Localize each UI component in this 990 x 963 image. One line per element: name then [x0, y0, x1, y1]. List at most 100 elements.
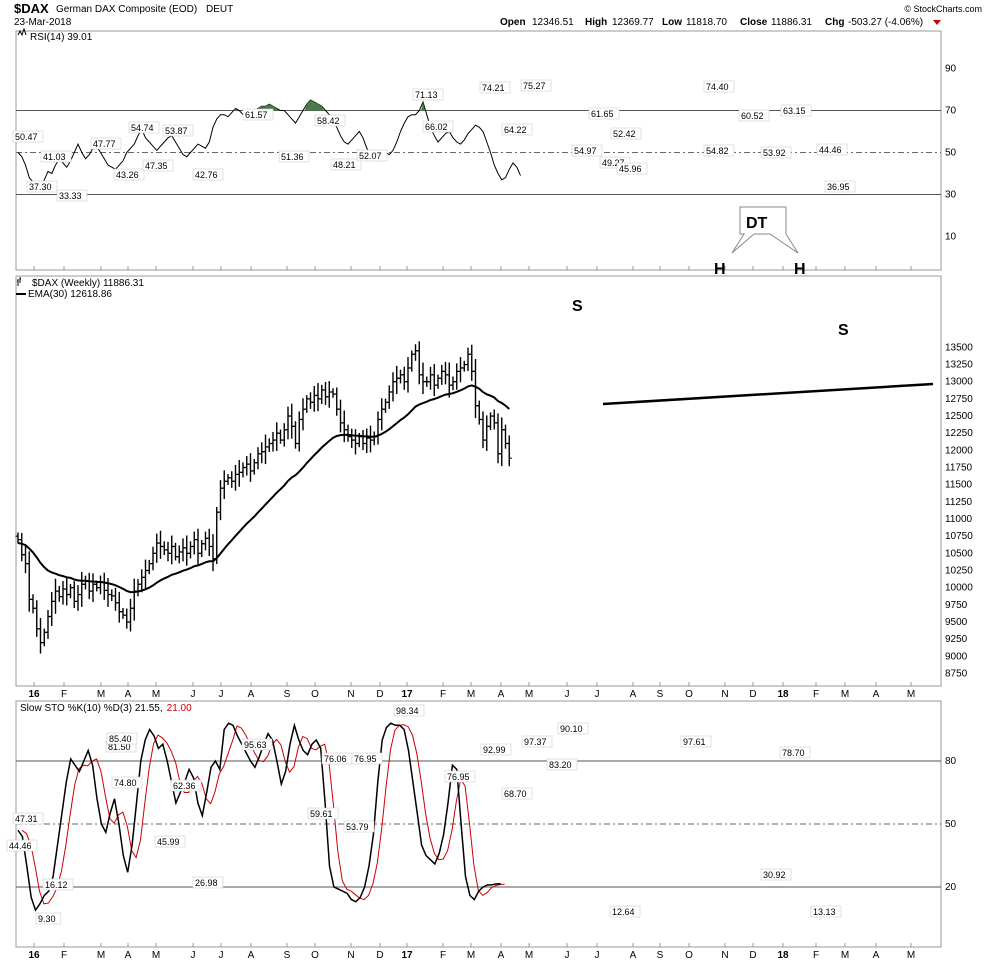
- rsi-value-label-bg: [780, 104, 812, 117]
- price-tick-label: 10250: [945, 566, 973, 577]
- stoch-x-axis-label: O: [685, 950, 693, 961]
- rsi-value-text: 64.22: [504, 125, 527, 135]
- stoch-value-label: 90.10: [557, 722, 589, 735]
- price-tick-label: 11500: [945, 480, 973, 491]
- stoch-x-axis-label: S: [284, 950, 291, 961]
- price-tick-label: 9000: [945, 651, 968, 662]
- price-x-axis-label: F: [61, 689, 67, 700]
- rsi-value-label-bg: [12, 130, 44, 143]
- stoch-value-text: 90.10: [560, 724, 583, 734]
- rsi-value-label-bg: [616, 162, 648, 175]
- rsi-value-label-bg: [703, 144, 735, 157]
- rsi-value-label-bg: [703, 80, 735, 93]
- rsi-value-label: 64.22: [501, 123, 533, 136]
- stoch-x-axis-label: N: [721, 950, 728, 961]
- stoch-value-label-bg: [111, 776, 143, 789]
- rsi-value-label: 58.42: [314, 114, 346, 127]
- stoch-value-text: 26.98: [195, 878, 218, 888]
- stoch-x-axis-label: A: [248, 950, 255, 961]
- open-label: Open: [500, 17, 526, 28]
- stoch-value-label: 98.34: [393, 704, 425, 717]
- price-x-axis-label: D: [749, 689, 756, 700]
- stoch-value-text: 53.79: [346, 822, 369, 832]
- rsi-value-text: 52.07: [359, 151, 382, 161]
- rsi-legend: RSI(14) 39.01: [30, 32, 93, 43]
- rsi-value-label: 52.42: [610, 127, 642, 140]
- rsi-value-text: 74.40: [706, 82, 729, 92]
- rsi-value-text: 60.52: [741, 111, 764, 121]
- rsi-value-label: 54.74: [128, 121, 160, 134]
- rsi-value-text: 54.82: [706, 146, 729, 156]
- stoch-value-label: 9.30: [35, 912, 62, 925]
- price-x-axis-label: F: [813, 689, 819, 700]
- stoch-x-axis-label: 17: [401, 950, 413, 961]
- rsi-value-text: 37.30: [29, 182, 52, 192]
- stoch-value-text: 76.95: [447, 772, 470, 782]
- rsi-panel-frame: [15, 30, 942, 271]
- stoch-value-label: 26.98: [192, 876, 224, 889]
- bar-chart-icon: [17, 277, 21, 286]
- low-label: Low: [662, 17, 682, 28]
- stoch-value-text: 74.80: [114, 778, 137, 788]
- rsi-value-label: 50.47: [12, 130, 44, 143]
- high-label: High: [585, 17, 607, 28]
- rsi-value-label-bg: [599, 156, 631, 169]
- stoch-value-label-bg: [35, 912, 62, 925]
- rsi-value-label: 52.07: [356, 149, 388, 162]
- rsi-value-label: 53.87: [162, 124, 194, 137]
- rsi-value-label-bg: [824, 180, 856, 193]
- stoch-x-axis-label: F: [813, 950, 819, 961]
- stoch-x-axis-label: M: [525, 950, 533, 961]
- rsi-value-text: 51.36: [281, 152, 304, 162]
- stoch-x-axis-label: J: [595, 950, 600, 961]
- stoch-value-text: 16.12: [45, 880, 68, 890]
- rsi-value-label: 71.13: [412, 88, 444, 101]
- stoch-x-axis-label: A: [498, 950, 505, 961]
- rsi-value-label-bg: [610, 127, 642, 140]
- stoch-x-axis-label: F: [440, 950, 446, 961]
- stoch-value-label: 76.95: [351, 752, 383, 765]
- stoch-value-text: 78.70: [782, 748, 805, 758]
- price-tick-label: 12750: [945, 394, 973, 405]
- rsi-value-label: 33.33: [56, 189, 88, 202]
- stoch-k-line: [17, 722, 501, 912]
- exchange: DEUT: [206, 4, 233, 15]
- rsi-value-label-bg: [90, 137, 122, 150]
- price-x-axis-label: M: [841, 689, 849, 700]
- stoch-x-axis-label: J: [219, 950, 224, 961]
- stoch-value-label: 78.70: [779, 746, 811, 759]
- rsi-value-label-bg: [242, 108, 274, 121]
- price-tick-label: 9250: [945, 634, 968, 645]
- stoch-tick-label: 80: [945, 756, 957, 767]
- close-value: 11886.31: [771, 17, 812, 28]
- double-top-callout: DT: [731, 206, 799, 254]
- rsi-value-label-bg: [571, 144, 603, 157]
- rsi-value-label: 54.82: [703, 144, 735, 157]
- stoch-value-label-bg: [680, 735, 712, 748]
- rsi-tick-label: 90: [945, 64, 957, 75]
- price-tick-label: 9500: [945, 617, 968, 628]
- stoch-value-label-bg: [521, 735, 553, 748]
- rsi-value-label: 45.96: [616, 162, 648, 175]
- price-panel-frame: [15, 275, 942, 687]
- rsi-tick-label: 50: [945, 148, 957, 159]
- rsi-value-label: 61.57: [242, 108, 274, 121]
- price-x-axis-label: N: [721, 689, 728, 700]
- stoch-x-axis-label: O: [311, 950, 319, 961]
- rsi-value-label: 74.40: [703, 80, 735, 93]
- stoch-value-label: 53.79: [343, 820, 375, 833]
- stoch-value-label-bg: [241, 738, 273, 751]
- rsi-value-text: 42.76: [195, 170, 218, 180]
- stoch-x-axis-label: M: [841, 950, 849, 961]
- stoch-value-label-bg: [6, 839, 38, 852]
- stoch-tick-label: 50: [945, 819, 957, 830]
- rsi-value-label-bg: [26, 180, 58, 193]
- stoch-value-text: 30.92: [763, 870, 786, 880]
- chg-label: Chg: [825, 17, 844, 28]
- stoch-value-text: 76.06: [324, 754, 347, 764]
- stoch-x-axis-label: F: [61, 950, 67, 961]
- ema30-line: [17, 384, 510, 594]
- rsi-value-label-bg: [113, 168, 145, 181]
- left-shoulder-label: S: [572, 298, 583, 315]
